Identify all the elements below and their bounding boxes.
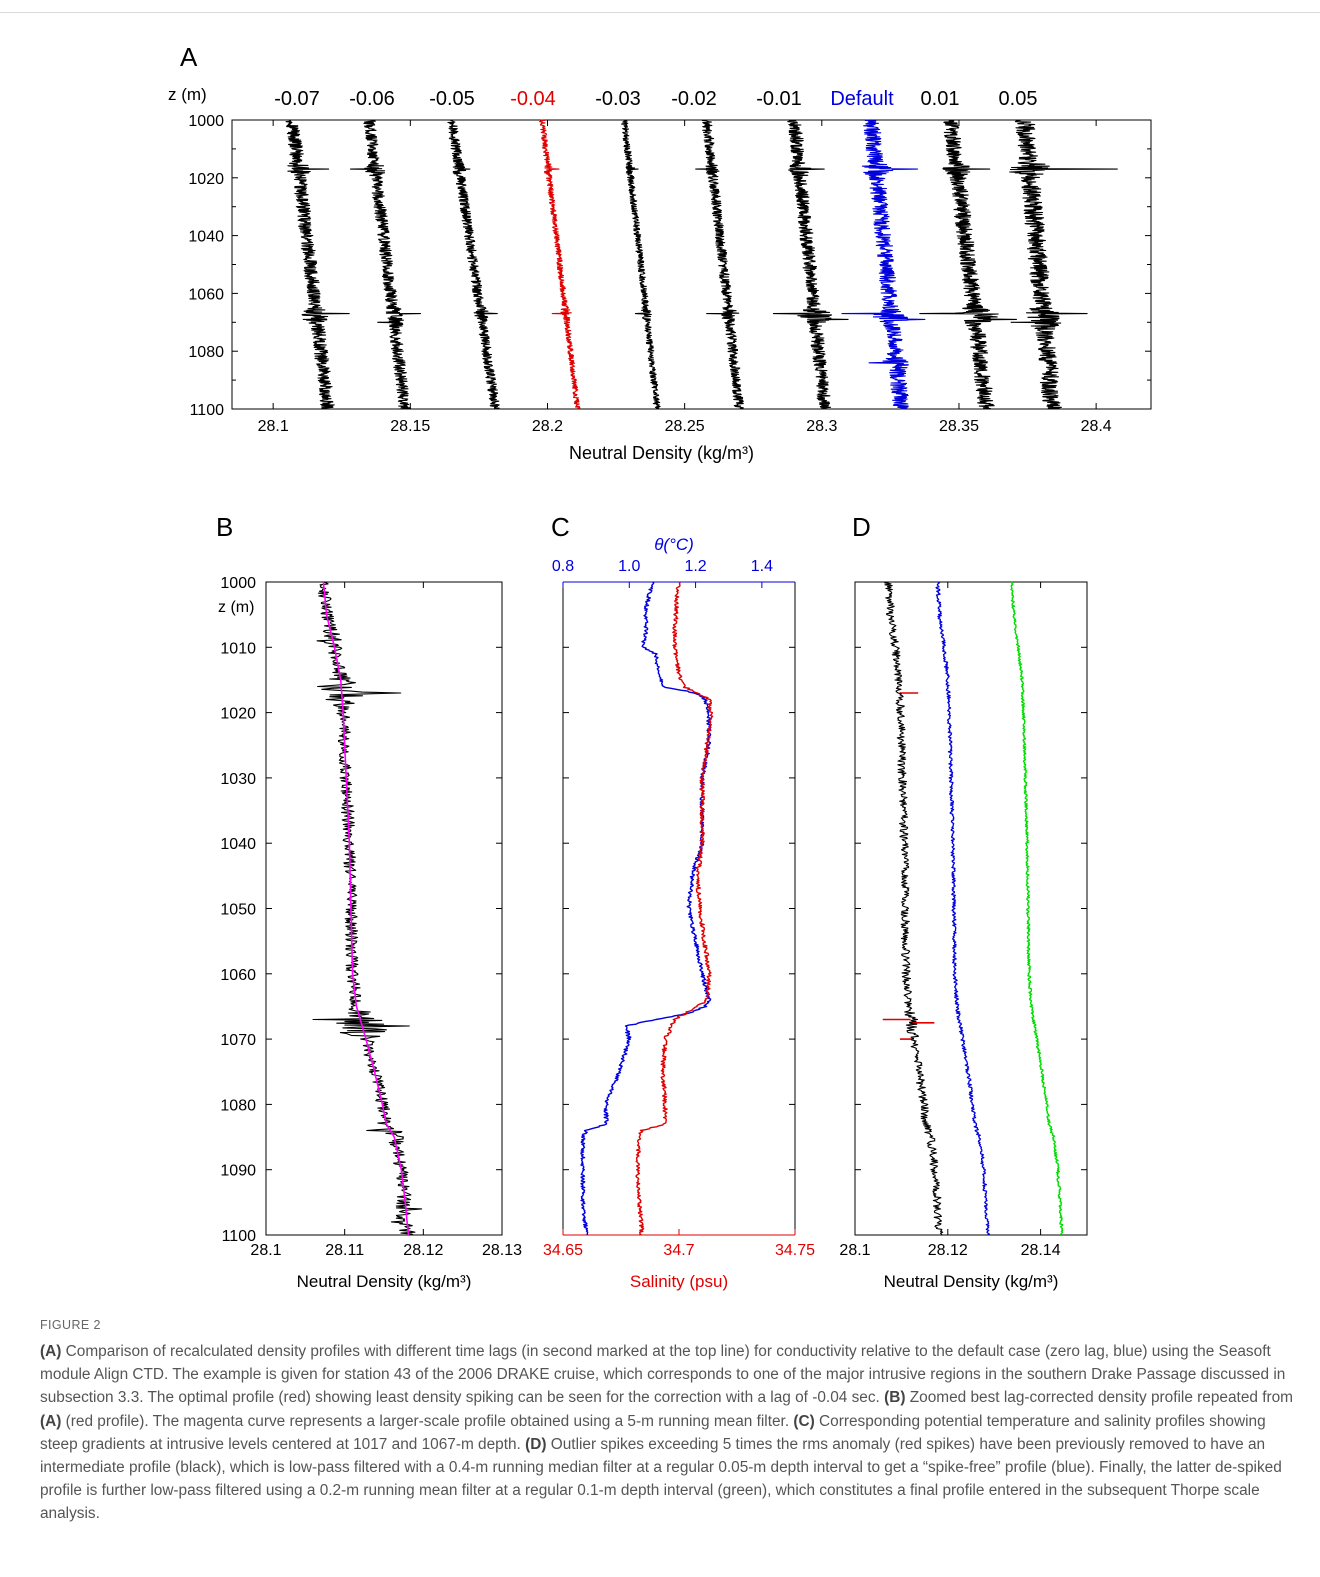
caption-tag-d: (D) <box>525 1435 547 1453</box>
lag-label-a: 0.05 <box>999 88 1038 110</box>
xtick-label-a: 28.25 <box>665 418 705 435</box>
ylabel-a: z (m) <box>168 85 207 104</box>
xlabel-a: Neutral Density (kg/m³) <box>569 443 754 463</box>
top-divider <box>0 12 1320 13</box>
top-xtick-label-c: 0.8 <box>552 558 574 575</box>
caption-c: Corresponding potential temperature and … <box>40 1412 1266 1453</box>
caption-ref-a: (A) <box>40 1412 62 1430</box>
running-mean-curve-b <box>322 581 410 1236</box>
panel-label-a: A <box>180 42 198 72</box>
caption-tag-c: (C) <box>793 1412 815 1430</box>
ytick-label-b: 1060 <box>220 967 256 984</box>
profile-line-a <box>919 119 1018 410</box>
ytick-label-a: 1060 <box>188 286 224 303</box>
profile-line-a <box>539 119 581 410</box>
top-xtick-label-c: 1.0 <box>618 558 640 575</box>
spike-free-profile-d <box>935 581 990 1236</box>
xlabel-b: Neutral Density (kg/m³) <box>297 1272 472 1291</box>
ytick-label-b: 1030 <box>220 771 256 788</box>
profile-line-a <box>1009 119 1118 410</box>
caption-text: (A) Comparison of recalculated density p… <box>40 1340 1300 1526</box>
caption-b2: (red profile). The magenta curve represe… <box>61 1412 794 1430</box>
ytick-label-b: 1100 <box>222 1228 257 1245</box>
lag-label-a: -0.01 <box>756 88 802 110</box>
ytick-label-b: 1050 <box>220 902 256 919</box>
xtick-label-a: 28.1 <box>258 418 289 435</box>
intermediate-profile-d <box>884 581 944 1236</box>
panel-label-c: C <box>551 512 570 542</box>
top-axis-label-c: θ(°C) <box>654 535 694 554</box>
profile-line-a <box>621 119 661 410</box>
plot-frame-a <box>231 119 1152 410</box>
xtick-label-a: 28.3 <box>806 418 837 435</box>
xtick-label-d: 28.12 <box>928 1242 968 1259</box>
caption-tag-a: (A) <box>40 1343 62 1360</box>
xtick-label-d: 28.1 <box>839 1242 870 1259</box>
caption-b: Zoomed best lag-corrected density profil… <box>905 1389 1293 1407</box>
lag-label-a: -0.07 <box>274 88 320 110</box>
ytick-label-b: 1070 <box>220 1032 256 1049</box>
ytick-label-b: 1040 <box>220 836 256 853</box>
xtick-label-b: 28.12 <box>403 1242 443 1259</box>
lag-label-a: -0.05 <box>429 88 475 110</box>
xtick-label-b: 28.11 <box>325 1242 364 1259</box>
xtick-label-a: 28.15 <box>390 418 430 435</box>
ytick-label-b: 1090 <box>220 1163 256 1180</box>
profile-line-a <box>349 119 422 410</box>
panel-label-b: B <box>216 512 233 542</box>
lag-label-a: Default <box>830 88 894 110</box>
xlabel-d: Neutral Density (kg/m³) <box>884 1272 1059 1291</box>
xtick-label-d: 28.14 <box>1021 1242 1061 1259</box>
final-profile-d <box>1010 581 1064 1236</box>
lag-label-a: -0.04 <box>510 88 556 110</box>
xtick-label-c: 34.75 <box>775 1242 815 1259</box>
caption-tag-b: (B) <box>884 1389 906 1407</box>
figure-number: FIGURE 2 <box>40 1318 101 1332</box>
ytick-label-a: 1080 <box>188 344 224 361</box>
ytick-label-b: 1010 <box>220 640 256 657</box>
lag-label-a: -0.06 <box>349 88 395 110</box>
xtick-label-a: 28.35 <box>939 418 979 435</box>
xtick-label-b: 28.13 <box>482 1242 522 1259</box>
ytick-label-b: 1020 <box>220 706 256 723</box>
lag-label-a: -0.02 <box>671 88 717 110</box>
lag-label-a: 0.01 <box>921 88 960 110</box>
xtick-label-c: 34.7 <box>663 1242 694 1259</box>
lag-label-a: -0.03 <box>595 88 641 110</box>
salinity-profile-c <box>635 581 714 1236</box>
profile-line-a <box>841 119 926 410</box>
xtick-label-a: 28.4 <box>1081 418 1112 435</box>
top-xtick-label-c: 1.2 <box>684 558 706 575</box>
ytick-label-b: 1080 <box>220 1097 256 1114</box>
ytick-label-a: 1100 <box>190 402 225 419</box>
ytick-label-a: 1020 <box>188 171 224 188</box>
xtick-label-a: 28.2 <box>532 418 563 435</box>
xtick-label-b: 28.1 <box>250 1242 281 1259</box>
ytick-label-b: 1000 <box>220 575 256 592</box>
ylabel-b: z (m) <box>218 599 254 616</box>
figure-caption: FIGURE 2 (A) Comparison of recalculated … <box>40 1318 1300 1526</box>
ytick-label-a: 1040 <box>188 229 224 246</box>
caption-a: Comparison of recalculated density profi… <box>40 1343 1286 1407</box>
caption-d: Outlier spikes exceeding 5 times the rms… <box>40 1435 1282 1523</box>
profile-line-a <box>772 119 849 410</box>
plot-frame-d <box>854 581 1088 1236</box>
theta-profile-c <box>580 581 712 1236</box>
xlabel-c: Salinity (psu) <box>630 1272 728 1291</box>
density-profile-b <box>312 581 423 1236</box>
ytick-label-a: 1000 <box>188 113 224 130</box>
xtick-label-c: 34.65 <box>543 1242 583 1259</box>
profile-line-a <box>285 119 350 410</box>
panel-label-d: D <box>852 512 871 542</box>
profile-line-a <box>695 119 745 410</box>
top-xtick-label-c: 1.4 <box>751 558 773 575</box>
plot-frame-b <box>265 581 503 1236</box>
profile-line-a <box>447 119 500 410</box>
